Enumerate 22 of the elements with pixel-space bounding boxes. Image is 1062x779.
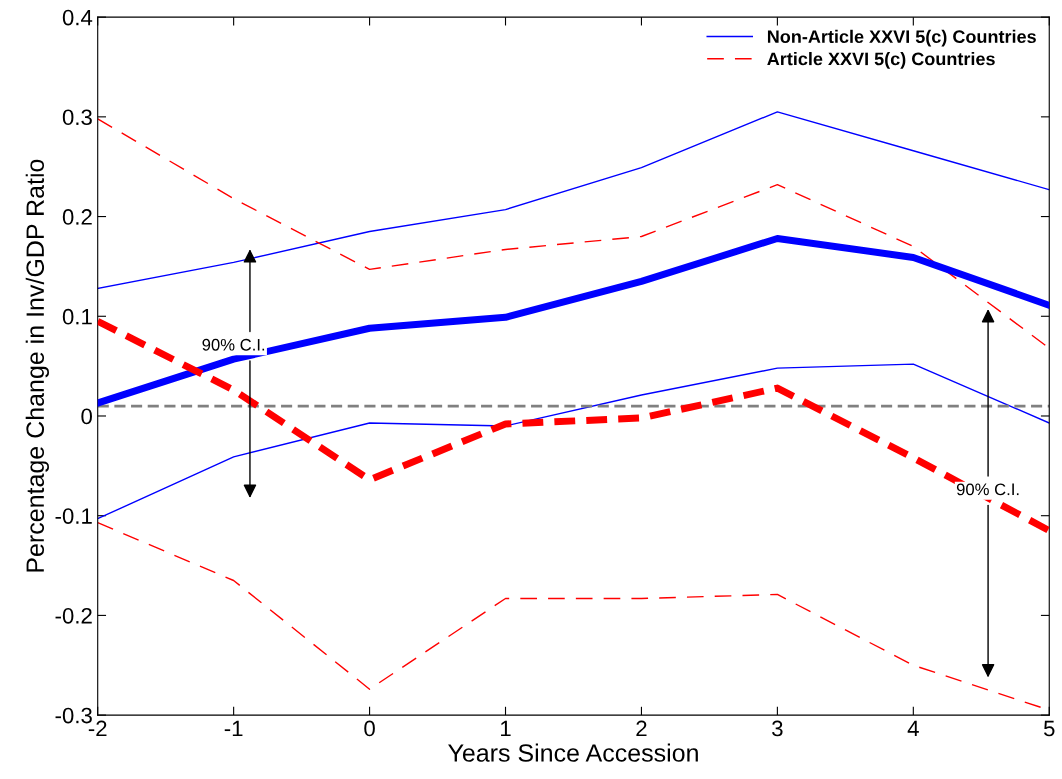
annotation: 90% C.I. bbox=[956, 483, 1019, 496]
x-tick-label: 1 bbox=[501, 720, 511, 737]
y-tick-label: 0.2 bbox=[62, 209, 92, 225]
y-tick-label: -0.1 bbox=[55, 508, 92, 524]
y-tick-label: 0 bbox=[81, 408, 92, 425]
y-tick-label: 0.4 bbox=[62, 9, 93, 26]
x-tick-label: 3 bbox=[772, 720, 783, 737]
x-tick-label: 5 bbox=[1043, 720, 1055, 737]
line-series bbox=[97, 363, 1050, 520]
y-axis-title: Percentage Change in Inv/GDP Ratio bbox=[25, 159, 49, 572]
annotation: 90% C.I. bbox=[202, 338, 265, 351]
x-axis-title: Years Since Accession bbox=[448, 743, 698, 762]
line-series bbox=[97, 111, 1050, 290]
x-tick-label: 2 bbox=[636, 720, 647, 737]
legend-label: Article XXVI 5(c) Countries bbox=[767, 52, 995, 69]
legend-label: Non-Article XXVI 5(c) Countries bbox=[767, 29, 1036, 47]
x-tick-label: -1 bbox=[224, 720, 243, 737]
x-tick-label: 0 bbox=[364, 720, 375, 737]
y-tick-label: -0.2 bbox=[55, 607, 92, 624]
y-tick-label: 0.3 bbox=[62, 109, 92, 126]
y-tick-label: 0.1 bbox=[62, 308, 92, 325]
x-tick-label: 4 bbox=[907, 720, 919, 737]
